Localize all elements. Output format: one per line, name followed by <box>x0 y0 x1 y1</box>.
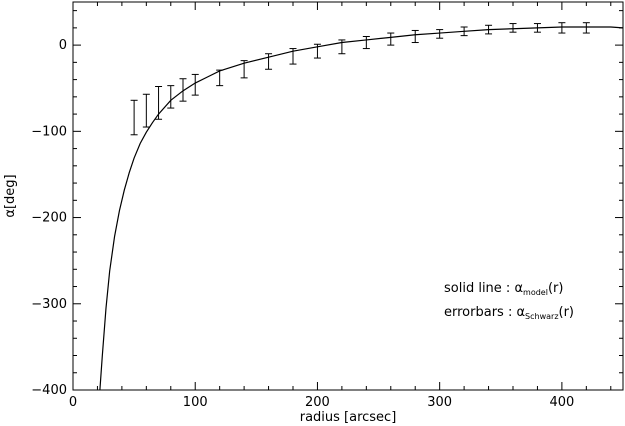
x-axis-label: radius [arcsec] <box>300 410 397 425</box>
axis-ticks <box>72 2 623 391</box>
errorbar <box>142 93 150 128</box>
x-tick-label: 0 <box>69 395 77 410</box>
errorbar <box>485 24 493 35</box>
legend-model-symbol: α <box>514 281 523 296</box>
legend-schwarz-suffix: (r) <box>559 305 575 320</box>
errorbar <box>313 43 321 59</box>
errorbar <box>411 29 419 44</box>
legend-model-prefix: solid line : <box>444 281 514 296</box>
y-tick-label: −400 <box>31 383 67 398</box>
errorbar <box>240 60 248 79</box>
y-tick-label: −200 <box>31 211 67 226</box>
x-tick-label: 300 <box>427 395 452 410</box>
y-tick-label: −100 <box>31 124 67 139</box>
legend-model-subscript: model <box>523 288 548 297</box>
errorbar <box>167 85 175 109</box>
x-tick-label: 400 <box>549 395 574 410</box>
y-tick-label: 0 <box>59 38 67 53</box>
x-tick-label: 100 <box>183 395 208 410</box>
errorbar <box>509 23 517 33</box>
legend-schwarz-subscript: Schwarz <box>525 312 558 321</box>
errorbar <box>558 22 566 34</box>
errorbar <box>155 85 163 120</box>
legend-entry-schwarz: errorbars : αSchwarz(r) <box>444 305 574 321</box>
errorbars-series <box>130 22 590 136</box>
legend-schwarz-prefix: errorbars : <box>444 305 516 320</box>
errorbar <box>387 32 395 46</box>
errorbar <box>289 48 297 65</box>
x-tick-labels: 0 100 200 300 400 <box>69 395 574 410</box>
y-tick-label: −300 <box>31 297 67 312</box>
legend-entry-model: solid line : αmodel(r) <box>444 281 563 297</box>
errorbar <box>436 29 444 39</box>
errorbar <box>582 22 590 34</box>
errorbar <box>533 23 541 33</box>
model-curve <box>99 26 624 391</box>
errorbar <box>338 39 346 55</box>
legend: solid line : αmodel(r) errorbars : αSchw… <box>444 281 574 321</box>
legend-schwarz-symbol: α <box>516 305 525 320</box>
errorbar <box>216 69 224 87</box>
errorbar <box>460 26 468 37</box>
x-tick-label: 200 <box>305 395 330 410</box>
plot-frame <box>72 1 624 391</box>
y-tick-labels: −400 −300 −200 −100 0 <box>31 38 67 398</box>
legend-model-suffix: (r) <box>548 281 564 296</box>
errorbar <box>191 73 199 96</box>
y-axis-label: α[deg] <box>3 174 18 217</box>
errorbar <box>179 78 187 102</box>
errorbar <box>265 53 273 70</box>
errorbar <box>130 99 138 136</box>
errorbar <box>362 35 370 50</box>
